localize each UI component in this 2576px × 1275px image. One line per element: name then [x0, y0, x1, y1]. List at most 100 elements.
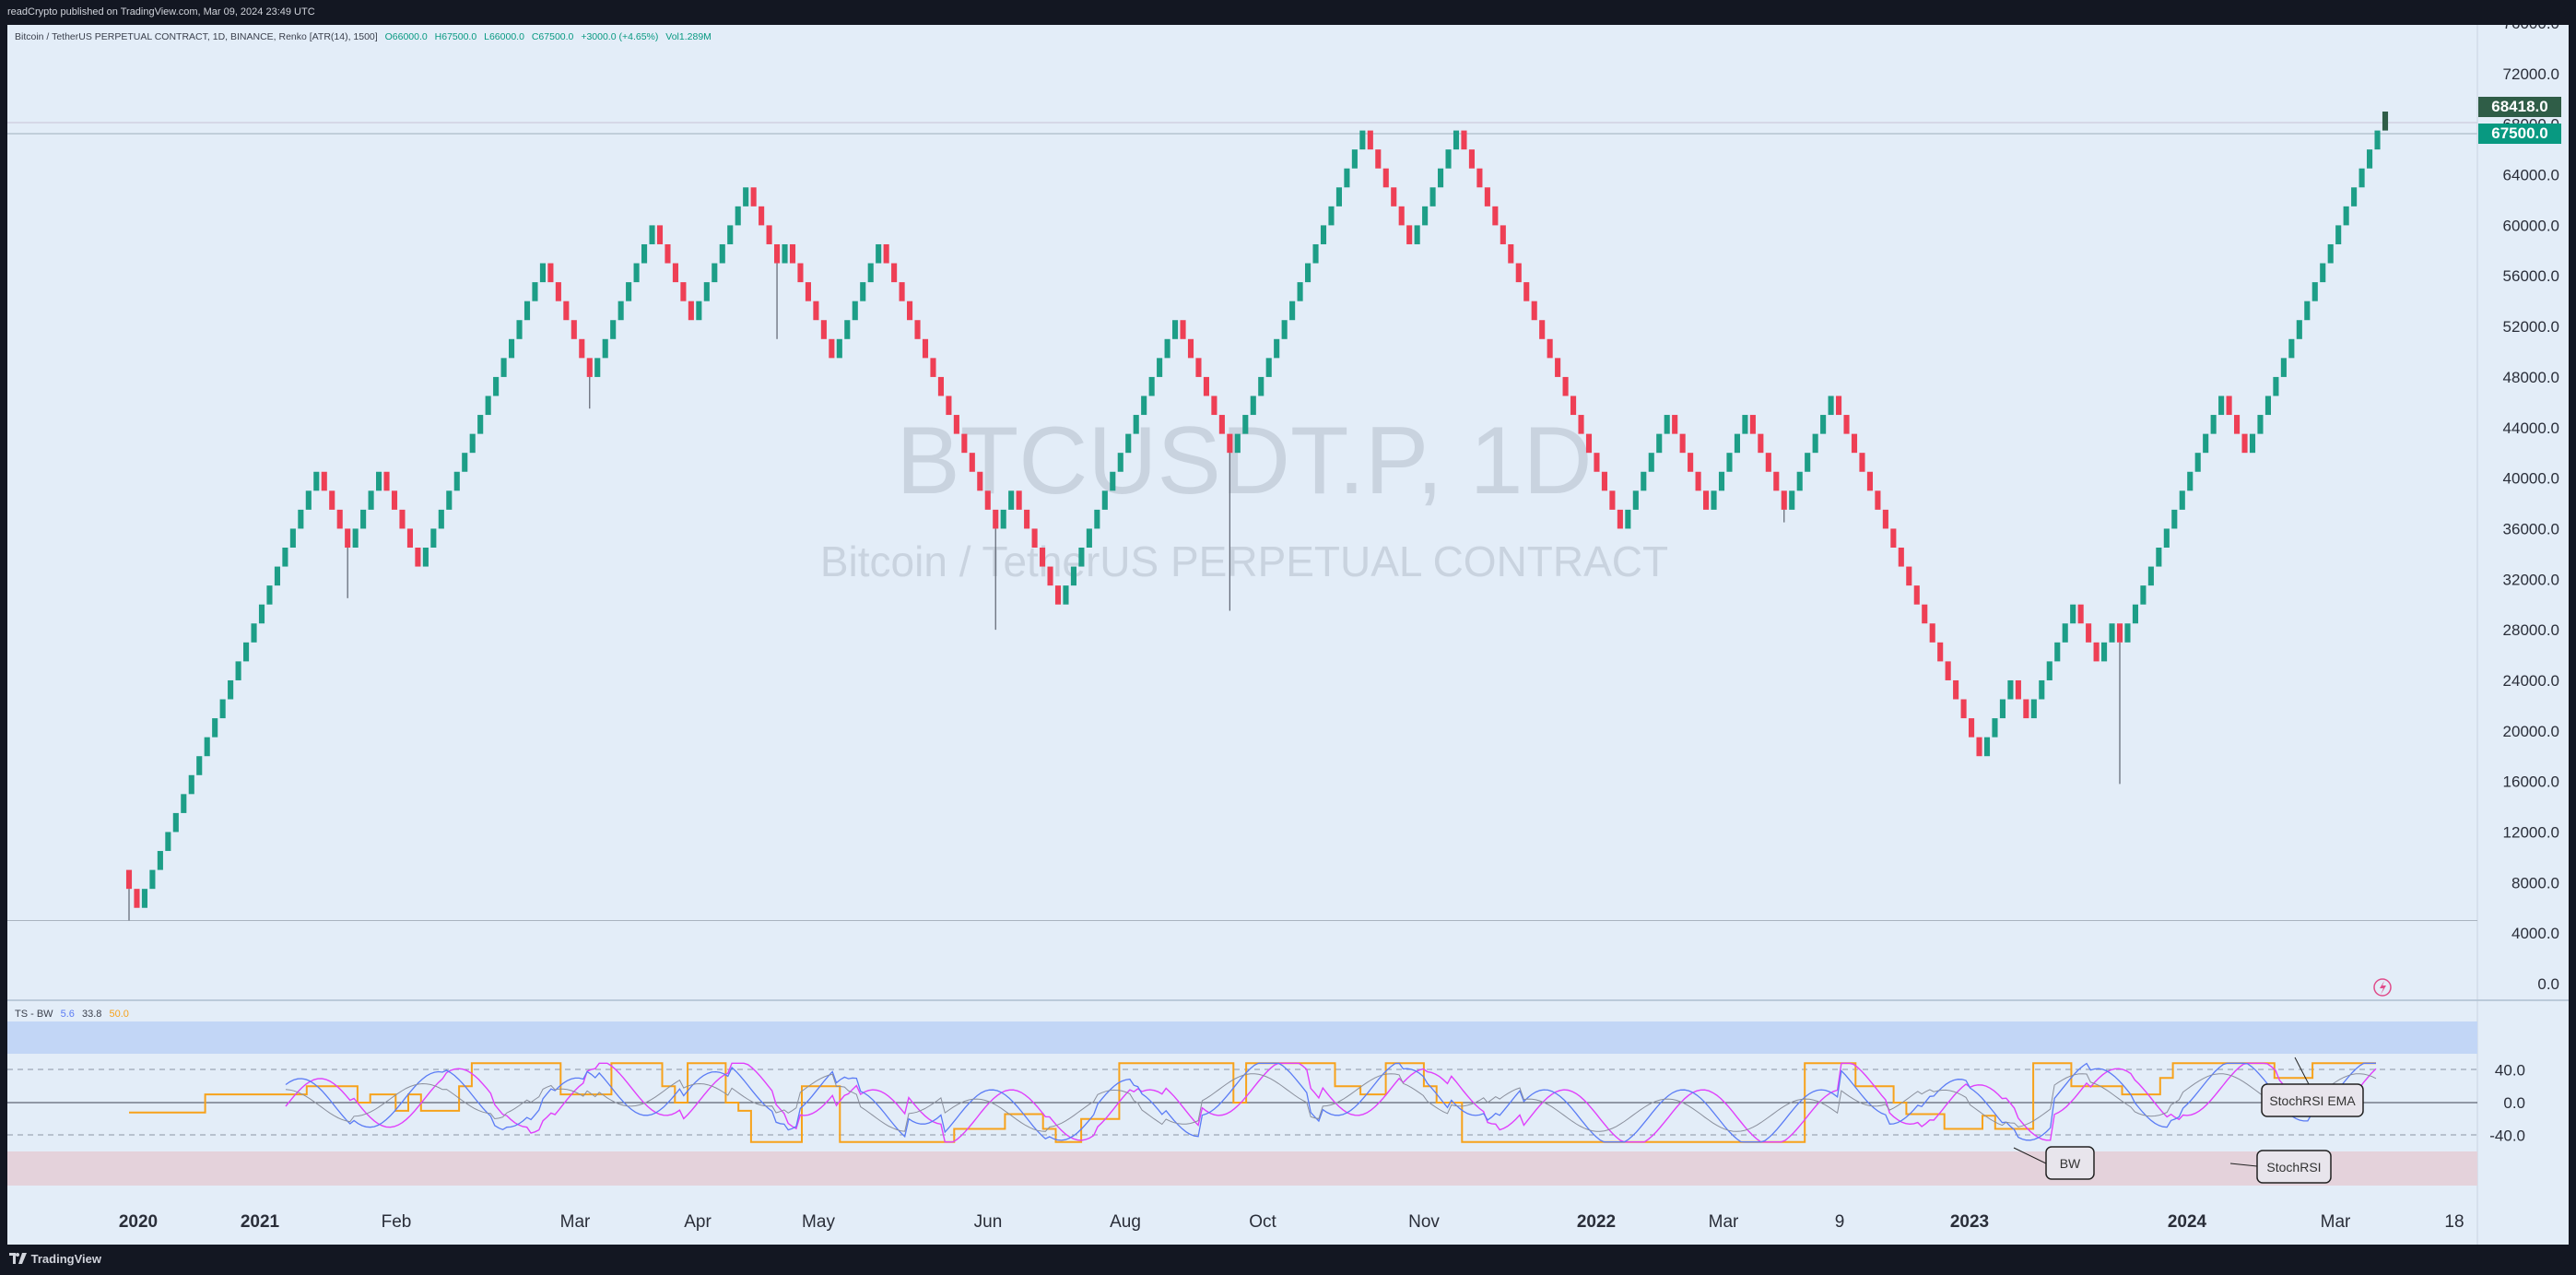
renko-brick	[329, 490, 335, 510]
renko-brick	[1781, 490, 1787, 510]
renko-brick	[1672, 415, 1678, 434]
renko-brick	[1749, 415, 1756, 434]
renko-brick	[1585, 433, 1593, 454]
renko-brick	[1718, 471, 1725, 491]
renko-brick	[1133, 415, 1139, 434]
renko-brick	[1172, 320, 1179, 339]
renko-brick	[1976, 737, 1982, 757]
renko-brick	[235, 661, 241, 680]
tradingview-logo[interactable]: TradingView	[9, 1252, 101, 1266]
renko-brick	[352, 528, 359, 548]
renko-brick	[563, 301, 570, 321]
renko-brick	[1445, 149, 1452, 169]
renko-brick	[1758, 433, 1764, 454]
renko-brick	[493, 376, 500, 396]
renko-brick	[157, 851, 163, 870]
renko-brick	[649, 225, 655, 244]
renko-brick	[1305, 263, 1312, 283]
renko-brick	[1539, 320, 1546, 339]
renko-brick	[298, 509, 304, 529]
renko-brick	[766, 225, 772, 244]
renko-brick	[2264, 395, 2271, 416]
renko-brick	[570, 320, 577, 339]
renko-brick	[891, 263, 898, 283]
renko-brick	[438, 509, 444, 529]
renko-brick	[181, 794, 187, 813]
renko-brick	[2147, 566, 2154, 586]
renko-brick	[516, 320, 523, 339]
renko-brick	[1281, 320, 1288, 339]
renko-brick	[406, 528, 413, 548]
stochrsi-callout: StochRSI	[2229, 1150, 2332, 1184]
chart-frame[interactable]: BTCUSDT.P, 1D Bitcoin / TetherUS PERPETU…	[7, 15, 2569, 1245]
renko-brick	[1359, 130, 1366, 150]
renko-brick	[2320, 263, 2326, 283]
renko-brick	[274, 566, 280, 586]
indicator-legend: TS - BW 5.6 33.8 50.0	[15, 1009, 129, 1020]
renko-brick	[345, 528, 351, 548]
renko-brick	[485, 395, 491, 416]
renko-brick	[1656, 433, 1663, 454]
renko-brick	[1601, 471, 1607, 491]
renko-brick	[2311, 282, 2318, 301]
renko-brick	[1866, 471, 1873, 491]
renko-brick	[1617, 509, 1623, 529]
renko-brick	[1258, 376, 1264, 396]
renko-brick	[360, 509, 367, 529]
renko-brick	[1063, 585, 1069, 605]
renko-brick	[258, 604, 265, 624]
watermark-name: Bitcoin / TetherUS PERPETUAL CONTRACT	[820, 537, 1668, 585]
renko-brick	[1054, 585, 1062, 605]
renko-brick	[509, 338, 515, 359]
time-tick-label: Feb	[382, 1212, 412, 1232]
renko-brick	[735, 206, 741, 226]
lightning-icon[interactable]	[2373, 978, 2392, 997]
time-tick-label: Mar	[2321, 1212, 2351, 1232]
chart-canvas[interactable]: BTCUSDT.P, 1D Bitcoin / TetherUS PERPETU…	[7, 15, 2569, 1245]
renko-brick	[2030, 699, 2037, 719]
renko-brick	[305, 490, 312, 510]
renko-brick	[2163, 528, 2170, 548]
renko-brick	[2062, 623, 2068, 643]
price-tick-label: 64000.0	[2503, 167, 2559, 184]
renko-brick	[243, 642, 250, 662]
renko-brick	[2288, 338, 2295, 359]
renko-brick	[805, 282, 811, 301]
time-tick-label: 2022	[1577, 1212, 1616, 1232]
renko-brick	[1531, 301, 1537, 321]
renko-brick	[1094, 509, 1100, 529]
renko-brick	[2226, 395, 2232, 416]
renko-brick	[555, 282, 561, 301]
renko-brick	[899, 282, 905, 301]
renko-brick	[1086, 528, 1092, 548]
renko-brick	[1820, 415, 1827, 434]
time-tick-label: Nov	[1408, 1212, 1440, 1232]
renko-brick	[1789, 490, 1795, 510]
renko-brick	[727, 225, 734, 244]
time-tick-label: Aug	[1110, 1212, 1141, 1232]
renko-brick	[2086, 623, 2092, 643]
renko-brick	[1312, 243, 1319, 264]
renko-brick	[1164, 338, 1170, 359]
renko-brick	[1040, 548, 1046, 567]
renko-brick	[594, 358, 601, 377]
renko-brick	[1000, 509, 1006, 529]
renko-brick	[2351, 187, 2358, 207]
renko-series	[125, 112, 2389, 921]
renko-brick	[1703, 490, 1710, 510]
symbol-legend: Bitcoin / TetherUS PERPETUAL CONTRACT, 1…	[15, 31, 712, 42]
renko-brick	[1945, 661, 1951, 680]
time-axis: 2020 2021 Feb Mar Apr May Jun Aug Oct Nov 2022 Mar 9…	[119, 1212, 2464, 1232]
renko-brick	[196, 756, 203, 775]
renko-brick	[368, 490, 374, 510]
renko-brick	[1999, 699, 2006, 719]
renko-brick	[1508, 243, 1514, 264]
price-badge-upper-label: 68418.0	[2491, 98, 2547, 115]
price-tick-label: 24000.0	[2503, 672, 2559, 690]
renko-brick	[1734, 433, 1740, 454]
renko-brick	[602, 338, 608, 359]
renko-brick	[696, 301, 702, 321]
renko-brick	[876, 243, 882, 264]
renko-brick	[1992, 718, 1998, 738]
renko-brick	[228, 679, 234, 700]
